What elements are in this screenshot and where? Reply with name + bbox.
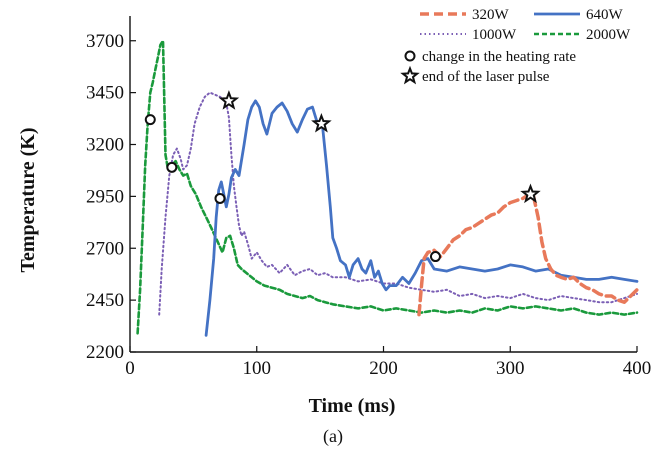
laser-pulse-end-marker [520,183,541,204]
legend-label-320w: 320W [472,7,510,23]
y-tick-label: 2950 [86,186,124,207]
heating-rate-change-marker [144,114,156,126]
x-axis-title: Time (ms) [309,395,396,417]
marker-layer [144,90,541,263]
x-tick-label: 200 [369,358,398,379]
series-layer [136,39,639,337]
legend-label-heating-rate: change in the heating rate [422,49,576,65]
legend: 320W 640W 1000W 2000W change in the heat… [400,7,631,85]
y-tick-label: 3450 [86,83,124,104]
legend-star-marker [400,65,420,85]
y-tick-label: 3200 [86,135,124,156]
x-tick-label: 300 [496,358,525,379]
heating-rate-change-marker [166,161,178,173]
y-axis-title: Temperature (K) [17,128,39,273]
heating-rate-change-marker [429,251,441,263]
x-tick-label: 400 [623,358,652,379]
legend-circle-marker [404,50,416,62]
figure-caption: (a) [323,426,343,447]
series-line-1000w [158,91,638,316]
legend-label-1000w: 1000W [472,27,517,43]
axes: 2200 2450 2700 2950 3200 3450 3700 0 100 200 300 40… [86,16,651,379]
legend-label-2000w: 2000W [586,27,631,43]
laser-pulse-end-marker [218,90,240,110]
y-tick-label: 2450 [86,290,124,311]
series-line-2000w [136,39,639,335]
legend-label-pulse-end: end of the laser pulse [422,69,550,85]
x-tick-label: 0 [125,358,135,379]
series-line-640w [204,99,639,337]
legend-label-640w: 640W [586,7,624,23]
laser-pulse-end-marker [311,113,332,133]
heating-rate-change-marker [214,192,226,204]
y-tick-label: 2200 [86,342,124,363]
x-tick-label: 100 [243,358,272,379]
y-tick-label: 2700 [86,238,124,259]
y-tick-label: 3700 [86,31,124,52]
